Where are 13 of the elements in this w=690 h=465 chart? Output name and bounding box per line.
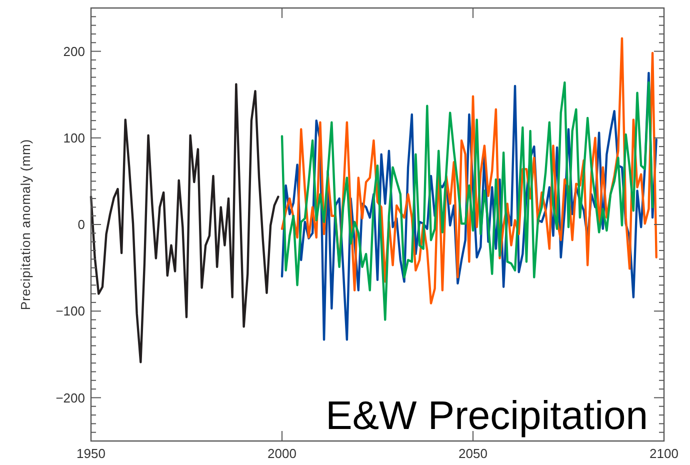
y-tick-label: −100 [56,304,85,319]
line-series [280,37,658,304]
y-axis-title: Precipitation anomaly (mm) [18,138,33,310]
y-tick-label: −200 [56,390,85,406]
y-tick-label: 100 [63,130,85,146]
y-tick-label: 200 [63,44,85,59]
text: E&W Precipitation [326,394,648,438]
x-tick-label: 2100 [650,446,678,461]
x-tick-label: 1950 [76,446,106,461]
line-series [90,83,280,364]
x-tick-label: 2000 [268,446,296,461]
x-tick-label: 2050 [458,446,488,461]
y-tick-label: 0 [78,217,85,232]
